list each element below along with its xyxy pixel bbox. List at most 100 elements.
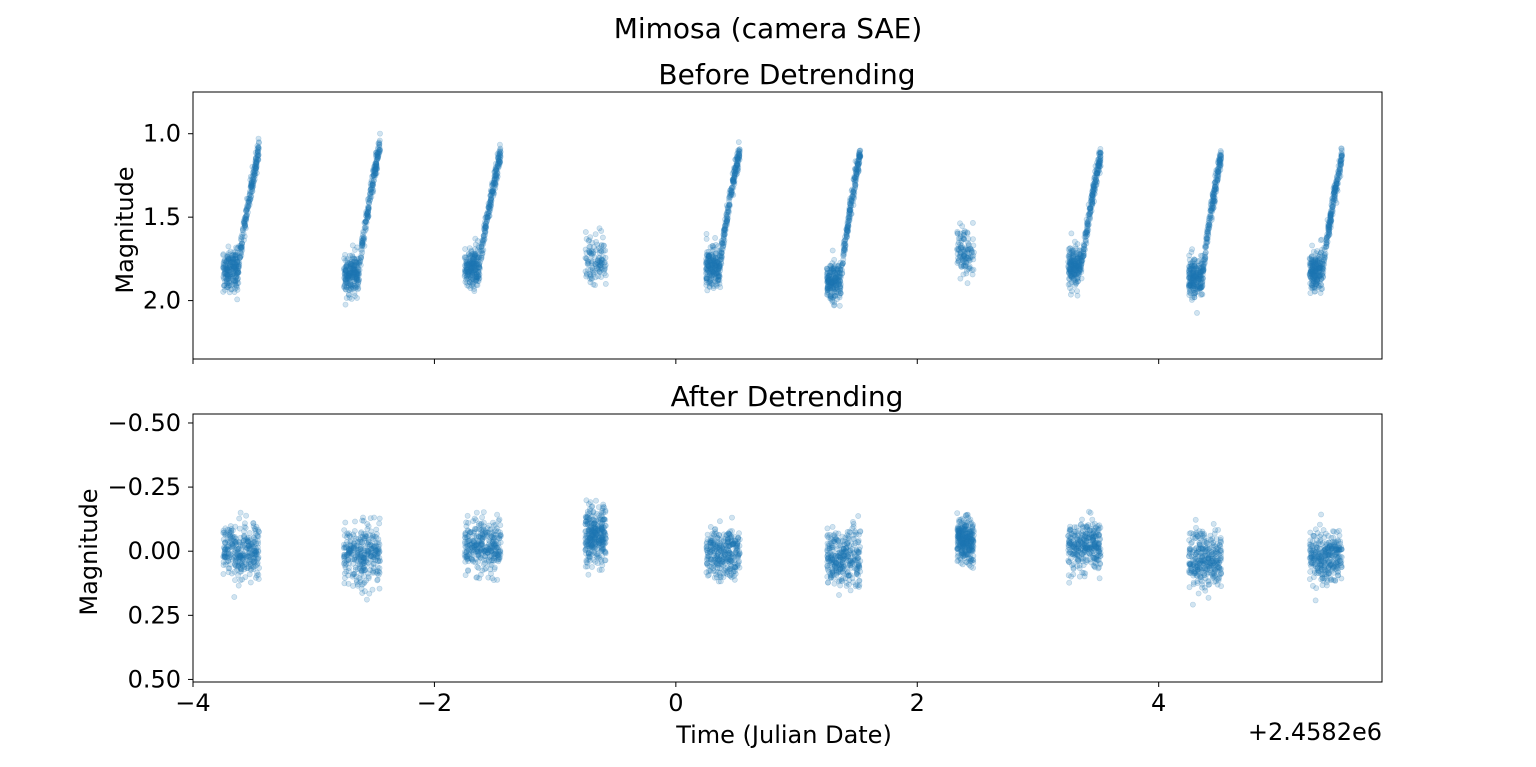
data-point: [360, 514, 366, 521]
data-point: [598, 241, 605, 248]
data-point: [221, 282, 228, 288]
data-point: [1188, 272, 1195, 279]
data-point: [229, 255, 236, 262]
data-point: [494, 534, 501, 541]
data-point: [222, 273, 229, 280]
data-point: [231, 289, 238, 295]
data-point: [250, 180, 257, 187]
data-point: [247, 579, 254, 586]
data-point: [827, 295, 834, 302]
data-point: [232, 249, 239, 256]
data-point: [346, 530, 352, 537]
data-point: [231, 252, 238, 259]
data-point: [843, 226, 850, 233]
data-point: [727, 187, 734, 193]
data-point: [370, 167, 377, 173]
data-point: [341, 575, 348, 581]
data-point: [476, 575, 483, 582]
data-point: [235, 269, 242, 276]
data-point: [960, 229, 967, 236]
data-point: [232, 252, 239, 259]
data-point: [220, 571, 227, 577]
data-point: [828, 279, 835, 285]
data-point: [371, 514, 377, 521]
data-point: [490, 192, 497, 199]
data-point: [371, 533, 378, 540]
data-point: [233, 283, 240, 290]
data-point: [954, 247, 961, 253]
data-point: [840, 260, 846, 267]
data-point: [255, 135, 262, 142]
y-tick-label: 1.5: [143, 203, 181, 231]
data-point: [224, 257, 230, 264]
data-point: [233, 282, 239, 289]
data-point: [232, 255, 239, 262]
data-point: [494, 511, 500, 518]
data-point: [351, 556, 357, 563]
data-point: [251, 171, 258, 177]
data-point: [602, 280, 609, 287]
data-point: [237, 566, 244, 572]
data-point: [1095, 162, 1102, 169]
data-point: [599, 553, 605, 559]
data-point: [225, 253, 231, 260]
data-point: [717, 284, 724, 291]
data-point: [241, 216, 248, 223]
data-point: [836, 302, 843, 309]
data-point: [224, 268, 231, 274]
data-point: [222, 286, 228, 293]
data-point: [734, 158, 741, 165]
data-point: [240, 220, 247, 226]
data-point: [348, 295, 355, 302]
data-point: [243, 512, 249, 519]
data-point: [1093, 178, 1100, 185]
data-point: [255, 144, 262, 150]
data-point: [732, 165, 738, 172]
data-point: [231, 277, 238, 284]
data-point: [964, 280, 971, 287]
data-point: [497, 522, 504, 529]
data-point: [480, 237, 487, 244]
data-point: [363, 218, 369, 225]
data-point: [464, 555, 471, 562]
data-point: [350, 533, 357, 540]
data-point: [1307, 270, 1314, 277]
data-point: [236, 263, 243, 270]
data-point: [602, 272, 609, 279]
data-point: [483, 220, 489, 226]
data-point: [232, 260, 238, 267]
data-point: [234, 258, 241, 265]
data-point: [230, 278, 237, 284]
data-point: [235, 280, 242, 286]
data-point: [235, 267, 241, 274]
y-ticks-before: 1.01.52.0: [143, 120, 193, 315]
data-point: [224, 253, 231, 260]
data-point: [954, 230, 961, 237]
data-point: [837, 278, 844, 284]
data-point: [230, 265, 237, 272]
data-point: [722, 226, 729, 233]
data-point: [353, 573, 360, 580]
data-point: [226, 282, 232, 289]
data-point: [961, 248, 968, 255]
data-point: [598, 566, 605, 573]
data-point: [470, 283, 477, 290]
data-point: [239, 576, 245, 583]
data-point: [1204, 235, 1210, 242]
data-point: [236, 525, 243, 532]
data-point: [724, 205, 731, 211]
data-point: [1327, 216, 1334, 222]
data-point: [241, 219, 248, 226]
data-point: [229, 258, 236, 265]
data-point: [351, 528, 358, 534]
data-point: [1309, 282, 1315, 289]
data-point: [465, 520, 471, 526]
data-point: [602, 534, 609, 541]
data-point: [847, 200, 853, 207]
data-point: [353, 277, 360, 284]
data-point: [600, 546, 606, 553]
data-point: [247, 184, 254, 190]
data-point: [238, 244, 245, 251]
data-point: [582, 229, 589, 235]
data-point: [254, 569, 260, 576]
